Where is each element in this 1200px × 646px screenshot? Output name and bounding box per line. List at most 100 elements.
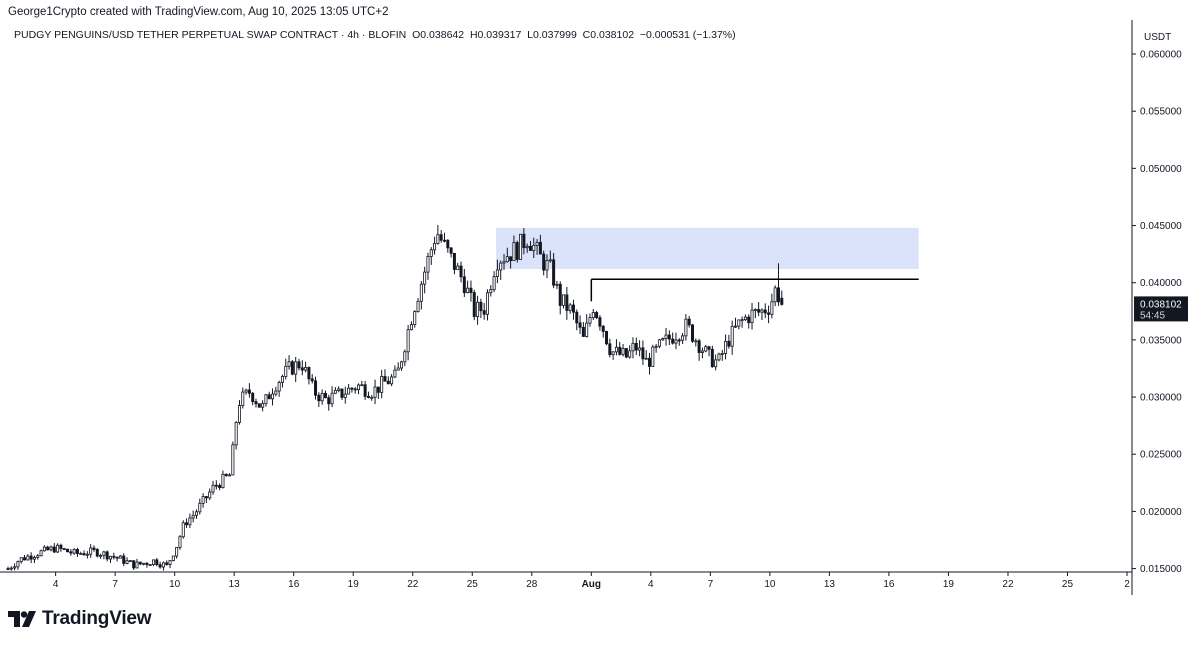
tradingview-logo-icon <box>8 611 36 627</box>
candle-body <box>198 502 202 513</box>
candle <box>185 518 189 528</box>
candle-body <box>122 555 126 564</box>
candle-body <box>105 551 109 560</box>
candle-body <box>776 287 780 303</box>
candle <box>760 308 764 321</box>
candle-body <box>178 536 182 548</box>
candle-body <box>194 511 198 516</box>
tradingview-logo[interactable]: TradingView <box>8 608 152 630</box>
candle <box>638 340 642 357</box>
time-tick-label: 16 <box>883 579 895 590</box>
candle-body <box>350 387 354 390</box>
candle-body <box>562 294 566 306</box>
candle-body <box>436 234 440 244</box>
candle-body <box>95 549 99 557</box>
candle <box>555 280 559 290</box>
candle <box>231 441 235 476</box>
candle-body <box>132 560 136 569</box>
candle-body <box>644 357 648 360</box>
candle-body <box>631 342 635 352</box>
candle <box>16 560 20 570</box>
candle-body <box>284 365 288 377</box>
candle <box>151 559 155 567</box>
candle <box>757 302 761 317</box>
candle <box>651 344 655 367</box>
candle-body <box>485 292 489 315</box>
candle <box>237 400 241 425</box>
price-tick-label: 0.035000 <box>1140 335 1182 346</box>
candle-body <box>29 555 33 560</box>
candle <box>400 360 404 371</box>
candle-body <box>482 310 486 315</box>
candle-body <box>39 550 43 557</box>
candle <box>224 473 228 477</box>
candle-body <box>499 262 503 271</box>
candle <box>505 247 509 263</box>
candle-body <box>409 324 413 331</box>
candle-body <box>247 389 251 394</box>
candle-body <box>23 557 27 561</box>
candle-body <box>357 384 361 391</box>
last-price-tag-bg <box>1134 296 1188 322</box>
candle-body <box>710 348 714 368</box>
candle <box>433 236 437 255</box>
price-tick-label: 0.055000 <box>1140 107 1182 118</box>
candle <box>138 561 142 566</box>
candle-body <box>231 444 235 476</box>
candle-body <box>760 309 764 313</box>
candle-body <box>548 259 552 262</box>
candle-body <box>254 401 258 405</box>
candle-body <box>125 560 129 564</box>
candle <box>171 555 175 562</box>
candle-body <box>495 269 499 277</box>
candle-body <box>469 287 473 293</box>
candle <box>780 290 784 306</box>
candle <box>118 554 122 559</box>
candle <box>459 261 463 283</box>
candle <box>19 557 23 564</box>
candle-body <box>168 560 172 565</box>
candle <box>128 559 132 563</box>
candle-body <box>720 353 724 355</box>
candle <box>105 550 109 562</box>
candle-body <box>52 546 56 553</box>
candle-body <box>568 304 572 311</box>
candle <box>519 233 523 260</box>
candle <box>363 380 367 400</box>
candle <box>671 332 675 345</box>
candle-body <box>218 485 222 489</box>
candle <box>492 271 496 293</box>
symbol-legend: PUDGY PENGUINS/USD TETHER PERPETUAL SWAP… <box>14 29 736 41</box>
time-tick-label: 16 <box>288 579 300 590</box>
candle-body <box>601 325 605 332</box>
candle <box>770 293 774 319</box>
candle <box>773 285 777 307</box>
candle <box>274 386 278 397</box>
candle-body <box>442 239 446 242</box>
candle <box>148 563 152 566</box>
candle <box>575 309 579 331</box>
candle-body <box>598 317 602 327</box>
candle-body <box>634 342 638 351</box>
candle <box>357 383 361 395</box>
candle <box>254 398 258 408</box>
price-tick-label: 0.030000 <box>1140 393 1182 404</box>
candle <box>191 510 195 523</box>
candle <box>558 281 562 315</box>
horizontal-level-layer <box>590 278 919 302</box>
price-tick-label: 0.015000 <box>1140 564 1182 575</box>
candle-body <box>525 245 529 249</box>
candle <box>307 366 311 385</box>
candle-body <box>118 555 122 559</box>
candle <box>776 263 780 306</box>
candle <box>423 266 427 294</box>
candle-body <box>274 390 278 395</box>
close-label: C <box>582 29 591 41</box>
candle <box>621 344 625 357</box>
candle <box>277 380 281 397</box>
candle <box>535 239 539 255</box>
candle <box>42 545 46 552</box>
candle <box>601 325 605 338</box>
candle <box>9 566 13 571</box>
